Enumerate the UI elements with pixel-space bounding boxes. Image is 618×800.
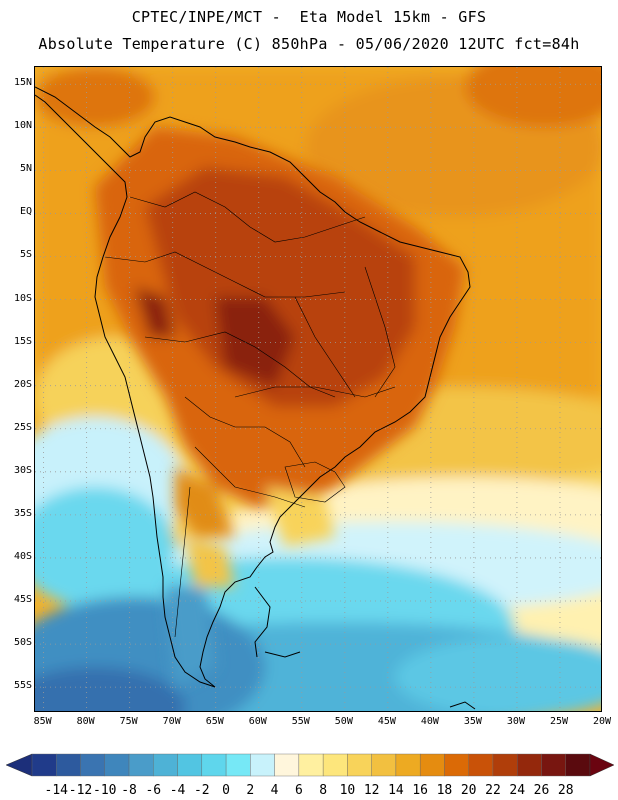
colorbar-swatch bbox=[541, 753, 566, 777]
latitude-label: 10N bbox=[13, 120, 32, 132]
longitude-label: 80W bbox=[76, 716, 95, 727]
colorbar-swatch bbox=[250, 753, 275, 777]
colorbar-tick-label: -6 bbox=[145, 783, 162, 798]
colorbar-tick-label: 0 bbox=[222, 783, 230, 798]
colorbar-tick-label: -14 bbox=[44, 783, 68, 798]
colorbar-swatch bbox=[104, 753, 130, 777]
longitude-label: 30W bbox=[506, 716, 525, 727]
longitude-label: 60W bbox=[248, 716, 267, 727]
latitude-label: 45S bbox=[13, 594, 32, 606]
longitude-label: 35W bbox=[463, 716, 482, 727]
colorbar-swatch bbox=[80, 753, 105, 777]
longitude-label: 65W bbox=[205, 716, 224, 727]
country-borders bbox=[104, 191, 396, 638]
colorbar-tick-label: -10 bbox=[93, 783, 117, 798]
longitude-label: 45W bbox=[377, 716, 396, 727]
colorbar-swatch bbox=[565, 753, 591, 777]
colorbar-tick-label: 16 bbox=[412, 783, 428, 798]
coastline bbox=[35, 86, 476, 710]
colorbar-under-arrow bbox=[5, 753, 33, 777]
colorbar-tick-label: 10 bbox=[339, 783, 356, 798]
longitude-label: 50W bbox=[334, 716, 353, 727]
colorbar-swatch bbox=[395, 753, 421, 777]
colorbar-swatch bbox=[347, 753, 372, 777]
colorbar-swatch bbox=[492, 753, 518, 777]
longitude-label: 75W bbox=[119, 716, 138, 727]
longitude-label: 55W bbox=[291, 716, 310, 727]
latitude-label: 55S bbox=[13, 680, 32, 692]
colorbar-tick-label: 18 bbox=[436, 783, 453, 798]
temperature-field bbox=[35, 67, 601, 711]
colorbar-tick-label: -12 bbox=[68, 783, 93, 798]
colorbar-swatch bbox=[128, 753, 154, 777]
colorbar-swatch bbox=[201, 753, 227, 777]
temperature-map bbox=[34, 66, 602, 712]
colorbar-swatch bbox=[225, 753, 251, 777]
colorbar-tick-label: 24 bbox=[509, 783, 526, 798]
colorbar-tick-label: 4 bbox=[270, 783, 279, 798]
longitude-label: 85W bbox=[33, 716, 52, 727]
latitude-label: 25S bbox=[13, 421, 32, 433]
colorbar-swatch bbox=[31, 753, 57, 777]
colorbar-swatch bbox=[274, 753, 300, 777]
colorbar-swatch bbox=[468, 753, 494, 777]
longitude-label: 25W bbox=[549, 716, 568, 727]
colorbar-tick-label: -2 bbox=[193, 783, 210, 798]
colorbar-tick-label: 22 bbox=[485, 783, 501, 798]
latitude-label: 30S bbox=[13, 464, 32, 476]
colorbar-tick-label: -8 bbox=[121, 783, 137, 798]
colorbar-tick-label: 6 bbox=[294, 783, 303, 798]
colorbar-tick-label: 2 bbox=[246, 783, 255, 798]
colorbar-tick-label: 12 bbox=[363, 783, 380, 798]
latitude-label: 5N bbox=[19, 163, 32, 175]
latitude-label: 35S bbox=[13, 507, 32, 519]
colorbar-swatch bbox=[56, 753, 81, 777]
colorbar-swatch bbox=[419, 753, 445, 777]
latitude-label: EQ bbox=[19, 206, 32, 218]
colorbar-tick-label: 20 bbox=[460, 783, 477, 798]
latitude-label: 50S bbox=[13, 637, 32, 649]
longitude-label: 20W bbox=[592, 716, 612, 727]
temperature-colorbar bbox=[5, 753, 615, 777]
colorbar-tick-label: 14 bbox=[388, 783, 404, 798]
latitude-label: 15N bbox=[13, 77, 32, 89]
map-subtitle: Absolute Temperature (C) 850hPa - 05/06/… bbox=[38, 35, 580, 53]
colorbar-tick-label: 28 bbox=[557, 783, 574, 798]
colorbar-swatch bbox=[153, 753, 178, 777]
latitude-label: 15S bbox=[13, 335, 32, 347]
map-title: CPTEC/INPE/MCT - Eta Model 15km - GFS bbox=[131, 8, 487, 26]
latitude-label: 40S bbox=[13, 550, 32, 562]
colorbar-tick-label: 26 bbox=[533, 783, 550, 798]
colorbar-swatch bbox=[517, 753, 542, 777]
colorbar-over-arrow bbox=[589, 753, 615, 777]
latitude-label: 20S bbox=[13, 378, 32, 390]
colorbar-swatch bbox=[177, 753, 203, 777]
latitude-label: 5S bbox=[19, 249, 32, 261]
longitude-label: 40W bbox=[420, 716, 439, 727]
longitude-label: 70W bbox=[162, 716, 181, 727]
colorbar-tick-label: -4 bbox=[169, 783, 186, 798]
colorbar-tick-label: 8 bbox=[319, 783, 328, 798]
colorbar-swatch bbox=[298, 753, 324, 777]
colorbar-swatch bbox=[371, 753, 397, 777]
colorbar-swatch bbox=[444, 753, 469, 777]
colorbar-swatch bbox=[322, 753, 348, 777]
latitude-label: 10S bbox=[13, 292, 32, 304]
